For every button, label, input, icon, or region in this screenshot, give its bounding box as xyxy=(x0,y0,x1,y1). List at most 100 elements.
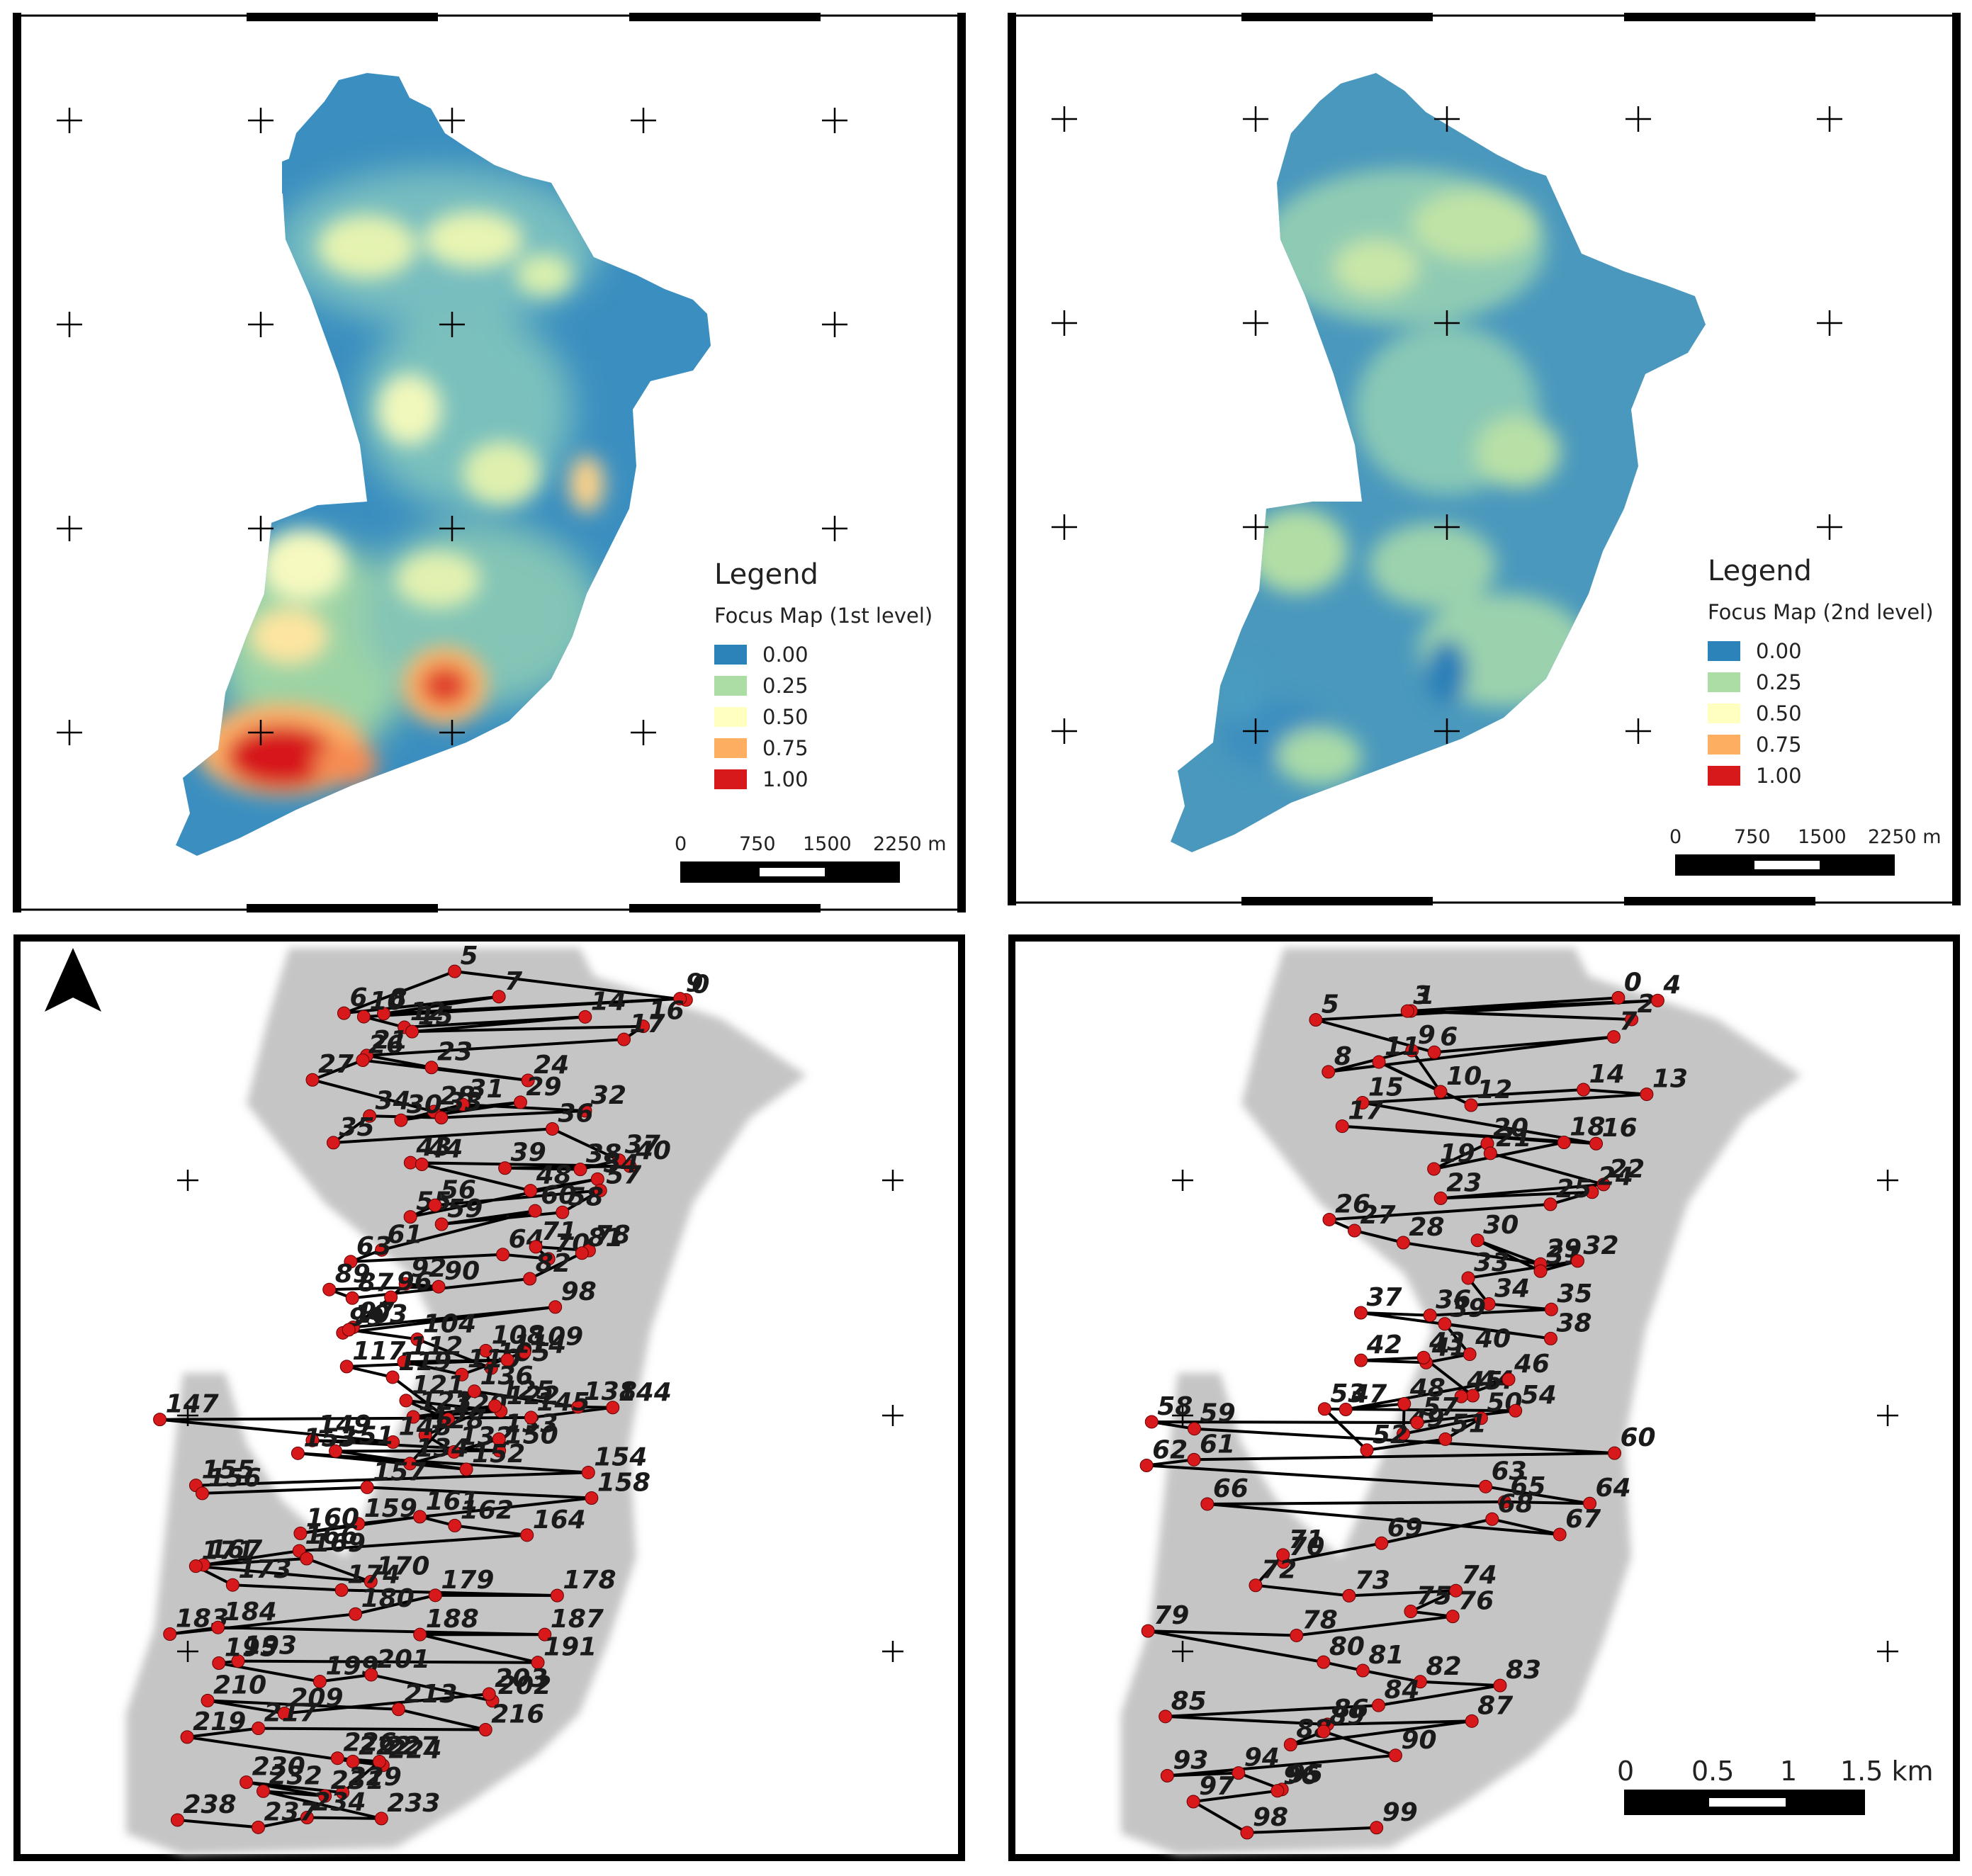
stop-label: 82 xyxy=(536,1249,571,1278)
stop-label: 54 xyxy=(1521,1381,1557,1410)
stop-marker xyxy=(1187,1452,1201,1467)
stop-label: 69 xyxy=(1387,1513,1423,1542)
stop-marker xyxy=(291,1446,305,1460)
stop-label: 4 xyxy=(1662,971,1681,1000)
stop-marker xyxy=(318,1789,332,1803)
stop-marker xyxy=(188,1559,203,1573)
stop-label: 24 xyxy=(534,1051,569,1080)
stop-label: 21 xyxy=(1496,1124,1531,1153)
stop-label: 19 xyxy=(1440,1139,1475,1168)
stop-label: 51 xyxy=(1451,1409,1487,1438)
stop-label: 18 xyxy=(1570,1112,1605,1141)
stop-marker xyxy=(556,1205,570,1219)
stop-marker xyxy=(413,1627,427,1642)
stop-marker xyxy=(492,1444,507,1458)
stop-label: 59 xyxy=(447,1194,483,1224)
legend-label: 1.00 xyxy=(1756,764,1802,788)
stop-label: 32 xyxy=(591,1081,626,1110)
stop-label: 20 xyxy=(1493,1114,1528,1143)
stop-label: 15 xyxy=(1368,1073,1404,1102)
stop-label: 56 xyxy=(441,1175,476,1204)
stop-label: 170 xyxy=(376,1552,429,1581)
stop-label: 41 xyxy=(1431,1333,1467,1362)
stop-marker xyxy=(1482,1297,1496,1311)
stop-label: 66 xyxy=(1213,1474,1249,1503)
stop-label: 161 xyxy=(425,1487,478,1516)
stop-label: 148 xyxy=(399,1412,452,1441)
stop-label: 64 xyxy=(1596,1474,1631,1503)
stop-marker xyxy=(1464,1098,1478,1112)
scale-tick-label: 1.5 km xyxy=(1840,1756,1934,1787)
stop-marker xyxy=(330,1751,344,1765)
stop-label: 229 xyxy=(349,1763,402,1792)
stop-label: 122 xyxy=(507,1381,560,1411)
stop-marker xyxy=(492,990,506,1004)
stop-label: 15 xyxy=(418,1002,453,1031)
stop-marker xyxy=(1186,1795,1200,1809)
stop-marker xyxy=(403,1457,417,1471)
stop-label: 83 xyxy=(1506,1656,1541,1685)
stop-label: 219 xyxy=(193,1707,246,1736)
stop-marker xyxy=(1397,1397,1412,1411)
stop-label: 233 xyxy=(387,1789,440,1818)
stop-label: 95 xyxy=(1288,1760,1323,1789)
stop-marker xyxy=(1400,1004,1414,1018)
stop-label: 22 xyxy=(1609,1155,1645,1184)
stop-marker xyxy=(1388,1748,1402,1763)
stop-marker xyxy=(415,1157,429,1171)
stop-marker xyxy=(386,1435,400,1449)
stop-marker xyxy=(277,1706,291,1720)
stop-marker xyxy=(373,1754,387,1768)
stop-marker xyxy=(1577,1083,1591,1097)
stop-marker xyxy=(252,1722,266,1736)
stop-marker xyxy=(1606,1030,1621,1044)
stop-marker xyxy=(545,1121,559,1136)
stop-label: 90 xyxy=(444,1257,480,1286)
stop-marker xyxy=(524,1184,538,1198)
stop-marker xyxy=(1570,1254,1584,1268)
stop-label: 17 xyxy=(630,1010,665,1039)
stop-label: 16 xyxy=(1602,1114,1638,1143)
stop-marker xyxy=(1342,1588,1356,1603)
stop-label: 145 xyxy=(536,1388,590,1417)
stop-label: 46 xyxy=(1514,1350,1550,1379)
stop-label: 57 xyxy=(606,1160,641,1190)
stop-label: 164 xyxy=(533,1505,586,1535)
stop-marker xyxy=(1479,1479,1493,1493)
stop-marker xyxy=(1353,1306,1368,1320)
stop-label: 3 xyxy=(1413,981,1431,1010)
stop-marker xyxy=(581,1465,595,1479)
stop-marker xyxy=(617,1032,631,1046)
stop-label: 87 xyxy=(1477,1691,1513,1720)
stop-marker xyxy=(1485,1512,1499,1526)
stop-label: 195 xyxy=(225,1633,278,1662)
stop-label: 26 xyxy=(1335,1190,1370,1219)
stop-marker xyxy=(374,1812,388,1826)
stop-marker xyxy=(1356,1096,1370,1110)
stop-label: 34 xyxy=(376,1086,411,1115)
north-arrow-icon xyxy=(45,948,101,1012)
stop-label: 13 xyxy=(1652,1065,1688,1094)
focus-map-1st-level xyxy=(13,13,966,912)
stop-marker xyxy=(1360,1443,1374,1457)
scale-tick-label: 2250 m xyxy=(1868,826,1942,848)
stop-label: 119 xyxy=(398,1347,451,1377)
stop-marker xyxy=(1543,1197,1557,1211)
stop-marker xyxy=(606,1401,620,1415)
stop-marker xyxy=(1465,1714,1479,1728)
stop-label: 178 xyxy=(563,1566,616,1595)
stop-label: 85 xyxy=(1171,1687,1207,1716)
stop-marker xyxy=(1375,1536,1389,1550)
stop-label: 144 xyxy=(619,1378,672,1407)
legend-label: 0.00 xyxy=(762,643,808,667)
stop-marker xyxy=(363,1109,377,1123)
stop-label: 84 xyxy=(1384,1676,1419,1705)
stop-marker xyxy=(412,1510,427,1524)
stop-marker xyxy=(406,1410,420,1424)
stop-marker xyxy=(478,1723,492,1737)
stop-label: 16 xyxy=(649,997,684,1026)
stop-label: 162 xyxy=(461,1496,514,1525)
stop-marker xyxy=(240,1775,254,1790)
legend-swatch xyxy=(1708,704,1740,723)
